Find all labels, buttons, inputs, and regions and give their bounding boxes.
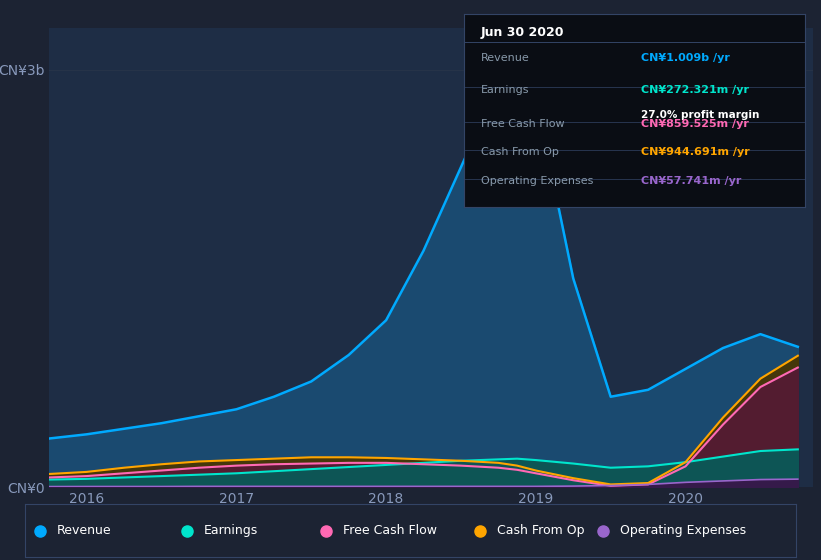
Text: 27.0% profit margin: 27.0% profit margin (641, 110, 759, 120)
Text: CN¥944.691m /yr: CN¥944.691m /yr (641, 147, 750, 157)
Text: Jun 30 2020: Jun 30 2020 (481, 26, 564, 39)
Text: Free Cash Flow: Free Cash Flow (481, 119, 565, 129)
Text: Cash From Op: Cash From Op (497, 524, 585, 537)
Text: Revenue: Revenue (57, 524, 112, 537)
Text: CN¥859.525m /yr: CN¥859.525m /yr (641, 119, 749, 129)
Text: Earnings: Earnings (204, 524, 258, 537)
Text: CN¥57.741m /yr: CN¥57.741m /yr (641, 176, 741, 186)
Text: Cash From Op: Cash From Op (481, 147, 559, 157)
Text: CN¥272.321m /yr: CN¥272.321m /yr (641, 85, 749, 95)
Text: CN¥1.009b /yr: CN¥1.009b /yr (641, 53, 730, 63)
Text: Operating Expenses: Operating Expenses (621, 524, 746, 537)
Text: Free Cash Flow: Free Cash Flow (342, 524, 437, 537)
Text: Operating Expenses: Operating Expenses (481, 176, 594, 186)
Text: Revenue: Revenue (481, 53, 530, 63)
Text: Earnings: Earnings (481, 85, 530, 95)
